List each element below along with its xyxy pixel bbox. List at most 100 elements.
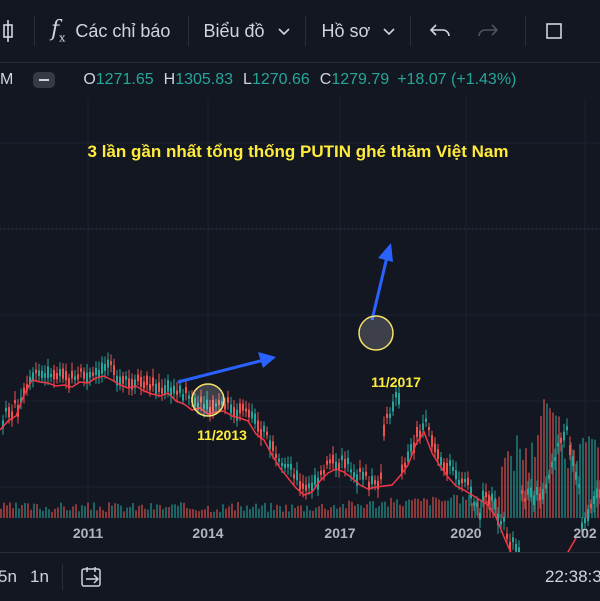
candle-body bbox=[389, 413, 391, 419]
range-1m-button[interactable]: 1n bbox=[30, 567, 49, 586]
volume-bar bbox=[108, 502, 110, 518]
candle-body bbox=[8, 407, 10, 418]
volume-bar bbox=[231, 503, 233, 518]
volume-bar bbox=[294, 507, 296, 518]
volume-bar bbox=[255, 503, 257, 518]
volume-bar bbox=[549, 408, 551, 518]
indicators-button[interactable]: fx Các chỉ báo bbox=[51, 0, 170, 62]
candle-body bbox=[593, 496, 595, 504]
volume-bar bbox=[150, 503, 152, 518]
candle-body bbox=[440, 457, 442, 466]
trend-arrow-2013 bbox=[177, 356, 273, 384]
volume-bar bbox=[267, 511, 269, 518]
marker-label-2017: 11/2017 bbox=[371, 374, 421, 390]
candle-body bbox=[89, 372, 91, 378]
candle-body bbox=[80, 368, 82, 372]
chart-type-dropdown[interactable]: Biểu đồ bbox=[203, 0, 290, 62]
candle-body bbox=[116, 375, 118, 386]
candle-body bbox=[563, 431, 565, 441]
candle-body bbox=[35, 369, 37, 374]
volume-bar bbox=[438, 499, 440, 518]
redo-button[interactable] bbox=[477, 0, 499, 62]
candle-body bbox=[98, 370, 100, 377]
undo-icon bbox=[430, 24, 451, 37]
volume-bar bbox=[15, 502, 17, 518]
candle-body bbox=[290, 463, 292, 470]
annotation-title: 3 lần gần nhất tổng thống PUTIN ghé thăm… bbox=[88, 142, 509, 161]
volume-bar bbox=[543, 399, 545, 518]
candle-body bbox=[374, 480, 376, 485]
volume-bar bbox=[567, 468, 569, 518]
volume-bar bbox=[192, 509, 194, 518]
candle-body bbox=[200, 396, 202, 403]
chart-grid bbox=[0, 98, 600, 520]
volume-bar bbox=[159, 505, 161, 518]
volume-bar bbox=[102, 510, 104, 518]
goto-date-button[interactable] bbox=[80, 565, 104, 594]
volume-bar bbox=[225, 508, 227, 518]
candle-body bbox=[269, 440, 271, 450]
collapse-legend-button[interactable] bbox=[33, 72, 56, 88]
volume-bar bbox=[375, 507, 377, 518]
range-5y-button[interactable]: 5n bbox=[0, 567, 17, 586]
candle-body bbox=[365, 471, 367, 476]
volume-bar bbox=[528, 472, 530, 518]
volume-bar bbox=[360, 505, 362, 518]
volume-bar bbox=[486, 500, 488, 518]
candle-body bbox=[341, 455, 343, 461]
candle-body bbox=[434, 443, 436, 453]
volume-bar bbox=[141, 504, 143, 518]
price-chart[interactable]: 2011 2014 2017 2020 202 3 lần gần nhất tổng … bbox=[0, 98, 600, 552]
candle-body bbox=[125, 376, 127, 380]
volume-bar bbox=[57, 507, 59, 518]
candle-body bbox=[362, 471, 364, 480]
candle-body bbox=[131, 379, 133, 390]
fullscreen-button[interactable] bbox=[544, 0, 564, 62]
profile-dropdown[interactable]: Hồ sơ bbox=[322, 0, 397, 62]
volume-bar bbox=[252, 506, 254, 518]
candle-body bbox=[569, 444, 571, 456]
candle-body bbox=[437, 449, 439, 460]
undo-button[interactable] bbox=[429, 0, 451, 62]
candle-body bbox=[407, 451, 409, 462]
calendar-arrow-icon bbox=[81, 567, 101, 587]
candle-body bbox=[443, 462, 445, 471]
candle-body bbox=[242, 403, 244, 411]
candle-body bbox=[587, 509, 589, 522]
volume-bar bbox=[441, 501, 443, 518]
volume-bar bbox=[303, 511, 305, 518]
candle-body bbox=[524, 498, 526, 502]
candle-body bbox=[488, 494, 490, 505]
candle-body bbox=[467, 478, 469, 486]
volume-bar bbox=[333, 505, 335, 518]
volume-bar bbox=[222, 504, 224, 518]
candle-body bbox=[458, 479, 460, 485]
candle-body bbox=[146, 375, 148, 386]
volume-bar bbox=[324, 508, 326, 518]
candle-body bbox=[527, 488, 529, 495]
volume-bar bbox=[21, 505, 23, 518]
volume-bar bbox=[228, 506, 230, 518]
candle-body bbox=[53, 370, 55, 380]
volume-bar bbox=[78, 511, 80, 518]
volume-bar bbox=[156, 504, 158, 518]
candle-body bbox=[323, 469, 325, 475]
volume-bar bbox=[597, 447, 599, 518]
volume-bar bbox=[297, 505, 299, 518]
candle-type-icon[interactable] bbox=[0, 0, 22, 62]
candle-body bbox=[194, 397, 196, 407]
candle-body bbox=[26, 384, 28, 391]
volume-bar bbox=[288, 511, 290, 518]
volume-bar bbox=[318, 506, 320, 518]
candle-body bbox=[239, 403, 241, 414]
volume-bar bbox=[132, 502, 134, 518]
volume-bar bbox=[327, 510, 329, 518]
candle-body bbox=[203, 404, 205, 409]
volume-bar bbox=[354, 505, 356, 518]
volume-bar bbox=[429, 505, 431, 518]
volume-bar bbox=[114, 503, 116, 518]
volume-bar bbox=[165, 507, 167, 518]
candle-body bbox=[173, 385, 175, 394]
toolbar-divider bbox=[34, 16, 35, 46]
volume-bar bbox=[144, 508, 146, 518]
